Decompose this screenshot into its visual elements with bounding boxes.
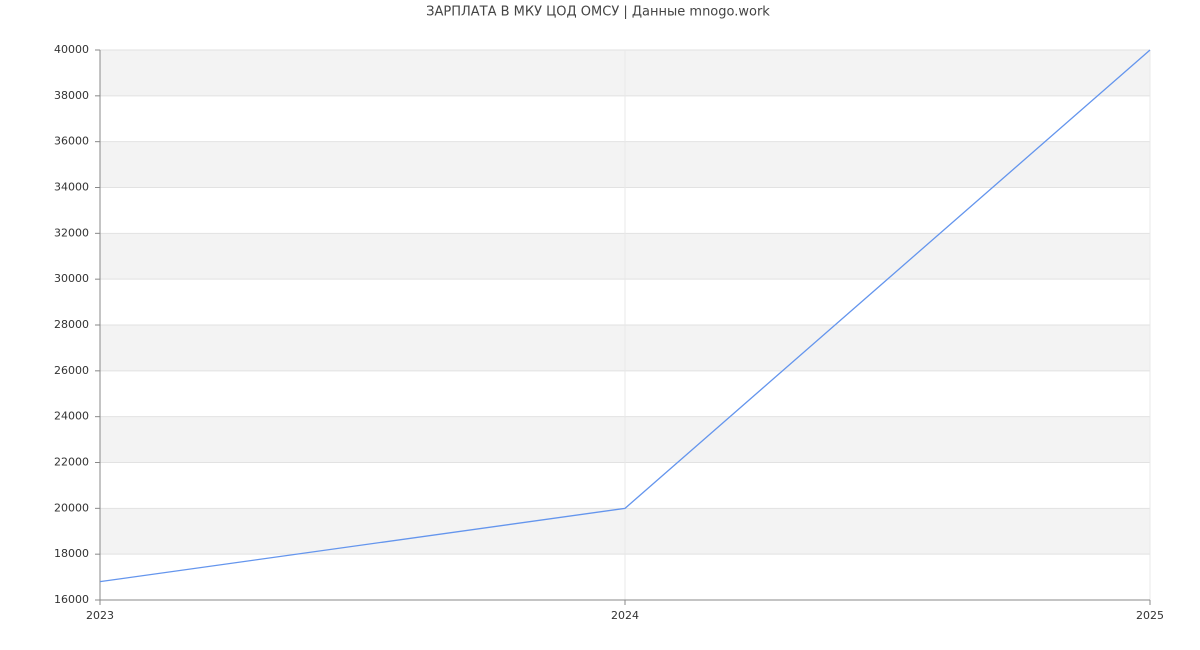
- y-tick-label: 38000: [54, 89, 89, 102]
- y-tick-label: 24000: [54, 410, 89, 423]
- y-tick-label: 20000: [54, 501, 89, 514]
- y-tick-label: 36000: [54, 135, 89, 148]
- y-tick-label: 34000: [54, 181, 89, 194]
- chart-title: ЗАРПЛАТА В МКУ ЦОД ОМСУ | Данные mnogo.w…: [426, 5, 770, 20]
- y-tick-label: 30000: [54, 272, 89, 285]
- x-tick-label: 2025: [1136, 609, 1164, 622]
- y-tick-label: 26000: [54, 364, 89, 377]
- y-tick-label: 40000: [54, 43, 89, 56]
- x-tick-label: 2024: [611, 609, 639, 622]
- x-tick-label: 2023: [86, 609, 114, 622]
- y-tick-label: 16000: [54, 593, 89, 606]
- line: [99, 49, 1151, 583]
- y-tick-label: 28000: [54, 318, 89, 331]
- y-tick-label: 18000: [54, 547, 89, 560]
- y-tick-label: 22000: [54, 456, 89, 469]
- y-tick-label: 32000: [54, 226, 89, 239]
